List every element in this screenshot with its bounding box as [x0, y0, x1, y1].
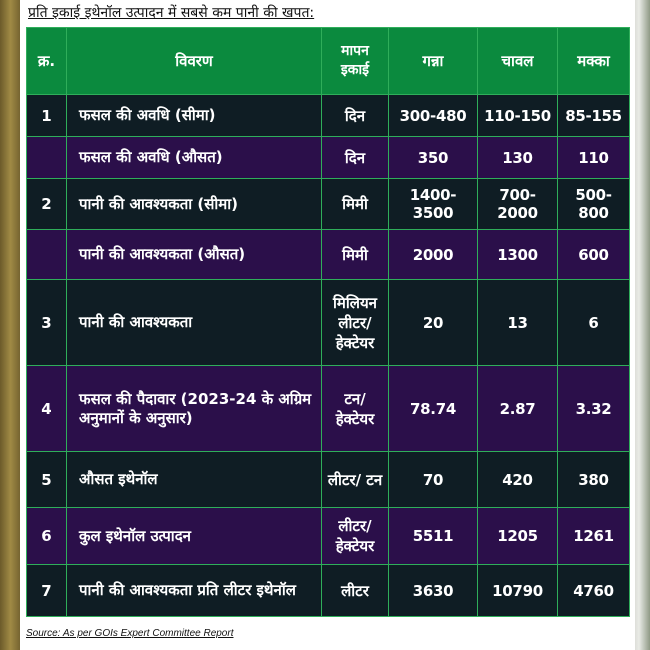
- row-unit: दिन: [321, 136, 389, 179]
- table-header-row: क्र. विवरण मापन इकाई गन्ना चावल मक्का: [26, 27, 630, 95]
- row-unit: दिन: [321, 94, 389, 137]
- table-row: पानी की आवश्यकता (औसत) मिमी 2000 1300 60…: [26, 229, 630, 280]
- table-row: 6 कुल इथेनॉल उत्पादन लीटर/ हेक्टेयर 5511…: [26, 507, 630, 565]
- table-row: 7 पानी की आवश्यकता प्रति लीटर इथेनॉल लीट…: [26, 564, 630, 617]
- header-unit: मापन इकाई: [321, 27, 389, 95]
- value-sugarcane: 1400-3500: [388, 178, 478, 230]
- table-row: 3 पानी की आवश्यकता मिलियन लीटर/ हेक्टेयर…: [26, 279, 630, 366]
- row-description: कुल इथेनॉल उत्पादन: [66, 507, 322, 565]
- value-maize: 3.32: [557, 365, 630, 452]
- value-rice: 110-150: [477, 94, 558, 137]
- row-serial: 5: [26, 451, 67, 508]
- value-maize: 6: [557, 279, 630, 366]
- value-maize: 600: [557, 229, 630, 280]
- value-sugarcane: 5511: [388, 507, 478, 565]
- row-serial: [26, 229, 67, 280]
- row-serial: 3: [26, 279, 67, 366]
- comparison-table: क्र. विवरण मापन इकाई गन्ना चावल मक्का 1 …: [26, 27, 630, 617]
- table-row: 1 फसल की अवधि (सीमा) दिन 300-480 110-150…: [26, 94, 630, 137]
- row-unit: मिलियन लीटर/ हेक्टेयर: [321, 279, 389, 366]
- row-unit: मिमी: [321, 178, 389, 230]
- value-maize: 380: [557, 451, 630, 508]
- row-description: फसल की पैदावार (2023-24 के अग्रिम अनुमान…: [66, 365, 322, 452]
- row-serial: 6: [26, 507, 67, 565]
- row-serial: 4: [26, 365, 67, 452]
- row-serial: 2: [26, 178, 67, 230]
- header-sugarcane: गन्ना: [388, 27, 478, 95]
- row-description: पानी की आवश्यकता: [66, 279, 322, 366]
- header-serial: क्र.: [26, 27, 67, 95]
- value-rice: 700-2000: [477, 178, 558, 230]
- value-sugarcane: 300-480: [388, 94, 478, 137]
- value-rice: 13: [477, 279, 558, 366]
- value-maize: 4760: [557, 564, 630, 617]
- value-maize: 110: [557, 136, 630, 179]
- value-rice: 1205: [477, 507, 558, 565]
- value-rice: 1300: [477, 229, 558, 280]
- value-maize: 85-155: [557, 94, 630, 137]
- value-rice: 130: [477, 136, 558, 179]
- table-row: 5 औसत इथेनॉल लीटर/ टन 70 420 380: [26, 451, 630, 508]
- row-description: पानी की आवश्यकता (औसत): [66, 229, 322, 280]
- row-unit: मिमी: [321, 229, 389, 280]
- row-description: फसल की अवधि (औसत): [66, 136, 322, 179]
- value-maize: 500-800: [557, 178, 630, 230]
- row-unit: टन/ हेक्टेयर: [321, 365, 389, 452]
- row-unit: लीटर: [321, 564, 389, 617]
- header-rice: चावल: [477, 27, 558, 95]
- header-description: विवरण: [66, 27, 322, 95]
- value-rice: 420: [477, 451, 558, 508]
- page-title: प्रति इकाई इथेनॉल उत्पादन में सबसे कम पा…: [28, 5, 315, 21]
- row-description: फसल की अवधि (सीमा): [66, 94, 322, 137]
- value-sugarcane: 70: [388, 451, 478, 508]
- row-unit: लीटर/ टन: [321, 451, 389, 508]
- row-description: पानी की आवश्यकता (सीमा): [66, 178, 322, 230]
- value-sugarcane: 350: [388, 136, 478, 179]
- value-rice: 2.87: [477, 365, 558, 452]
- row-serial: [26, 136, 67, 179]
- infographic-card: प्रति इकाई इथेनॉल उत्पादन में सबसे कम पा…: [20, 0, 635, 650]
- value-sugarcane: 78.74: [388, 365, 478, 452]
- value-sugarcane: 20: [388, 279, 478, 366]
- header-maize: मक्का: [557, 27, 630, 95]
- source-note: Source: As per GOIs Expert Committee Rep…: [26, 628, 234, 639]
- row-description: औसत इथेनॉल: [66, 451, 322, 508]
- table-row: फसल की अवधि (औसत) दिन 350 130 110: [26, 136, 630, 179]
- row-serial: 1: [26, 94, 67, 137]
- row-serial: 7: [26, 564, 67, 617]
- value-rice: 10790: [477, 564, 558, 617]
- table-row: 2 पानी की आवश्यकता (सीमा) मिमी 1400-3500…: [26, 178, 630, 230]
- row-unit: लीटर/ हेक्टेयर: [321, 507, 389, 565]
- table-row: 4 फसल की पैदावार (2023-24 के अग्रिम अनुम…: [26, 365, 630, 452]
- row-description: पानी की आवश्यकता प्रति लीटर इथेनॉल: [66, 564, 322, 617]
- value-sugarcane: 2000: [388, 229, 478, 280]
- value-maize: 1261: [557, 507, 630, 565]
- value-sugarcane: 3630: [388, 564, 478, 617]
